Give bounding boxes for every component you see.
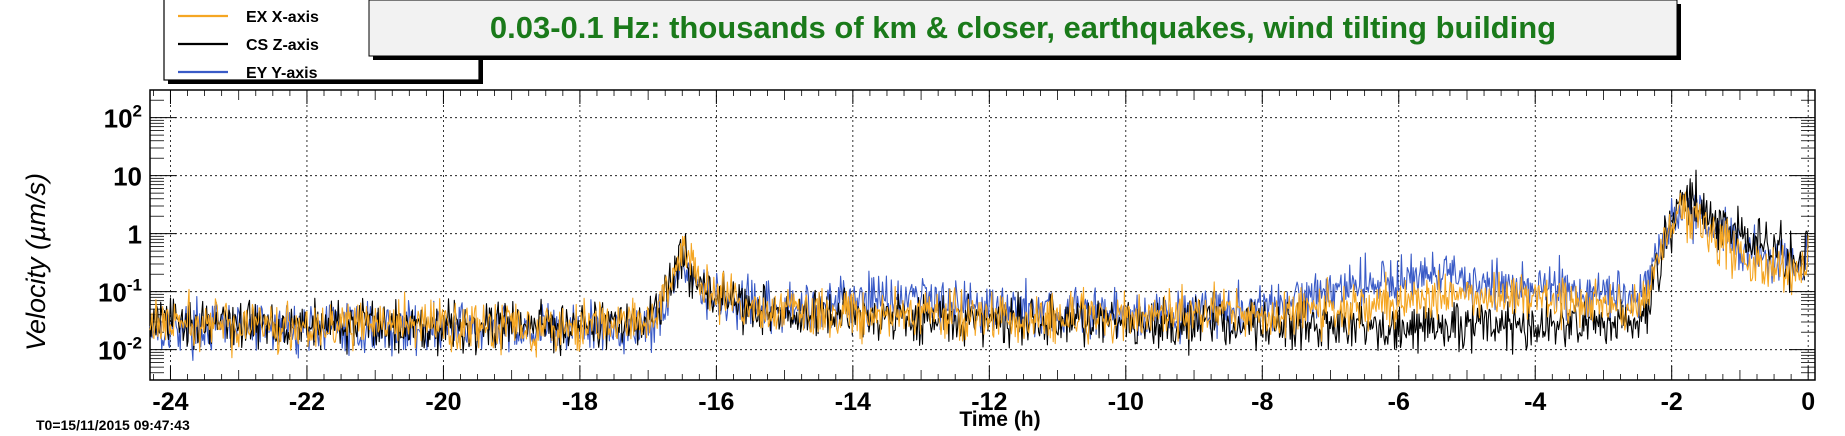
y-tick-label: 102 <box>104 102 142 134</box>
x-tick-label: -22 <box>289 388 325 416</box>
legend-label: EX X-axis <box>246 9 319 26</box>
y-tick-label: 1 <box>128 220 142 250</box>
y-tick-label: 10 <box>113 162 142 192</box>
legend-label: EY Y-axis <box>246 65 318 82</box>
x-axis-ticks: -24 -22 -20 -18 -16 -14 -12 -10 -8 -6 -4 -2 0 <box>152 90 1815 416</box>
y-tick-label: 10-1 <box>98 276 142 308</box>
x-tick-label: -10 <box>1108 388 1144 416</box>
chart-title: 0.03-0.1 Hz: thousands of km & closer, e… <box>490 10 1556 45</box>
y-axis-label: Velocity (µm/s) <box>21 173 51 351</box>
x-axis-label: Time (h) <box>959 408 1040 431</box>
title-box: 0.03-0.1 Hz: thousands of km & closer, e… <box>368 0 1681 60</box>
x-tick-label: -8 <box>1251 388 1273 416</box>
x-tick-label: -14 <box>835 388 871 416</box>
x-tick-label: -12 <box>971 388 1007 416</box>
series-layer <box>149 169 1809 361</box>
x-tick-label: -4 <box>1524 388 1546 416</box>
y-axis-ticks: 10-2 10-1 1 10 102 <box>98 102 1815 366</box>
legend-entries: EX X-axis CS Z-axis EY Y-axis <box>178 9 319 82</box>
title-background <box>368 0 1678 57</box>
x-tick-label: 0 <box>1801 388 1815 416</box>
y-tick-label: 10-2 <box>98 334 142 366</box>
series-ex-x-axis <box>149 191 1809 359</box>
x-tick-label: -16 <box>698 388 734 416</box>
x-tick-label: -24 <box>152 388 188 416</box>
x-tick-label: -20 <box>425 388 461 416</box>
x-tick-label: -18 <box>562 388 598 416</box>
x-tick-label: -6 <box>1388 388 1410 416</box>
x-tick-label: -2 <box>1661 388 1683 416</box>
timestamp-footer: T0=15/11/2015 09:47:43 <box>36 417 190 433</box>
legend-label: CS Z-axis <box>246 37 319 54</box>
